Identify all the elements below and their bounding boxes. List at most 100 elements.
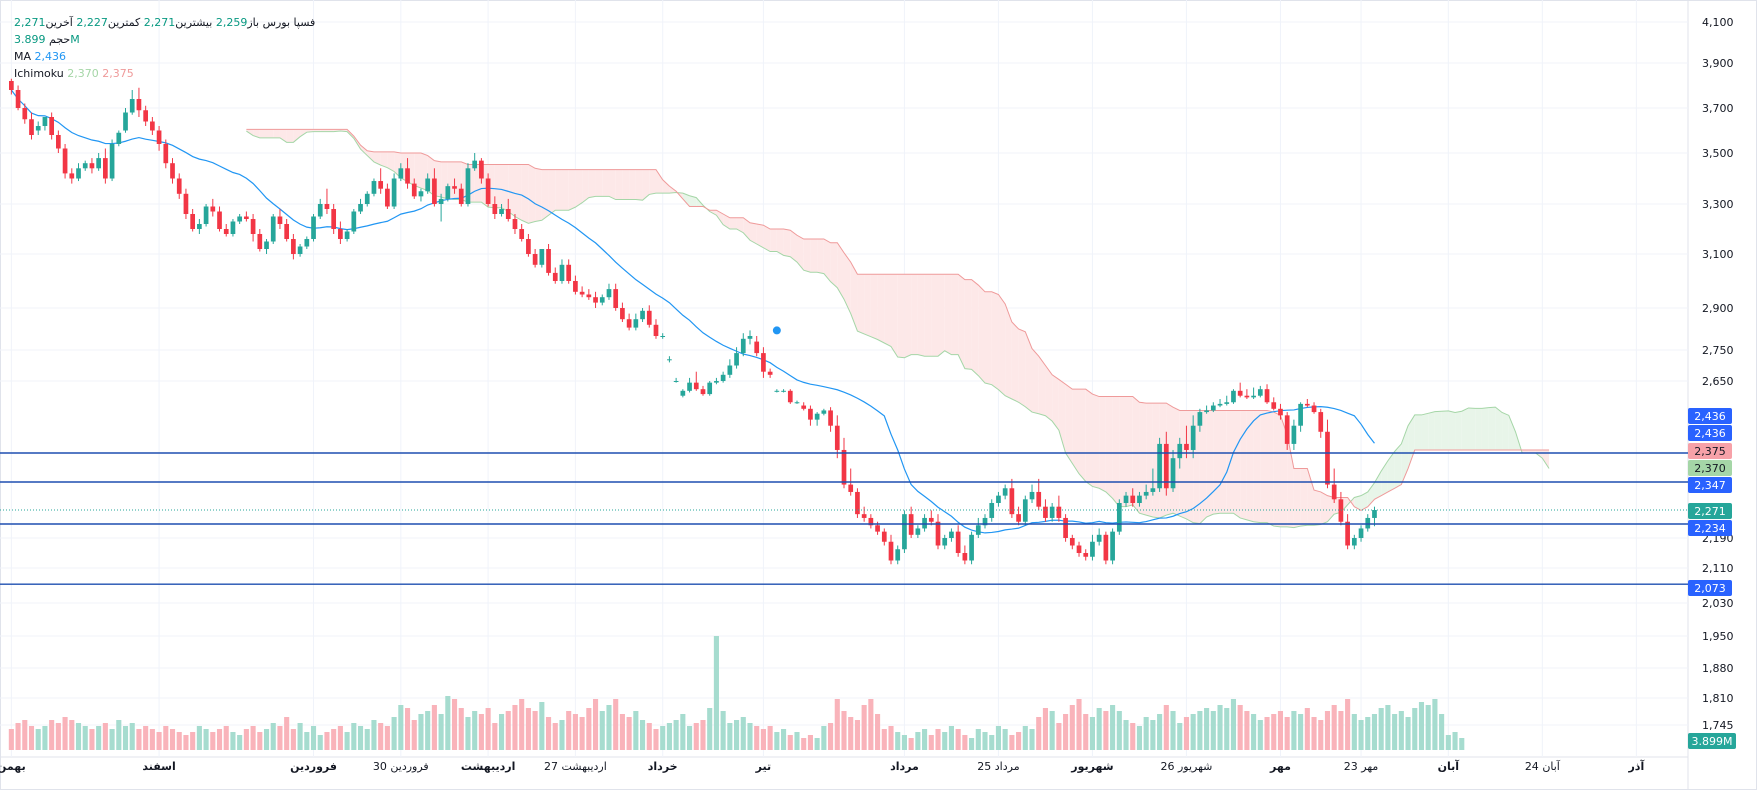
candle-body — [458, 188, 464, 204]
volume-bar — [666, 723, 672, 750]
legend-ohlc-row: فسپا بورس باز2,259 بیشترین2,271 کمترین2,… — [14, 14, 315, 31]
volume-bar — [673, 720, 679, 750]
ichimoku-cloud-segment — [1448, 410, 1456, 450]
ichimoku-cloud-segment — [1092, 394, 1100, 489]
volume-bar — [1338, 711, 1344, 750]
candle-body — [223, 229, 229, 234]
price-tick-label: 1,810 — [1702, 692, 1734, 705]
candle-body — [1049, 506, 1055, 518]
ichimoku-cloud-segment — [1314, 490, 1321, 526]
volume-bar — [928, 735, 934, 750]
candle-body — [9, 81, 14, 90]
legend-ma-value: 2,436 — [34, 50, 67, 63]
candle-body — [660, 336, 666, 337]
price-axis-badge-label: 2,370 — [1694, 462, 1726, 475]
ichimoku-cloud-segment — [796, 235, 804, 271]
candle-body — [875, 525, 880, 532]
candle-body — [1257, 389, 1263, 396]
legend-volume-value: 3.899M — [14, 33, 80, 46]
volume-bar — [297, 723, 303, 750]
candle-body — [1231, 390, 1236, 403]
candle-body — [761, 353, 766, 372]
ichimoku-cloud-segment — [1508, 415, 1516, 450]
candle-body — [1204, 410, 1209, 413]
candle-body — [351, 211, 357, 232]
candle-body — [613, 289, 619, 308]
volume-bar — [344, 732, 350, 750]
ichimoku-cloud-segment — [817, 239, 824, 274]
candle-body — [734, 353, 739, 366]
ichimoku-cloud-segment — [1240, 410, 1247, 520]
time-axis-label: اسفند — [142, 760, 175, 773]
volume-bar — [579, 717, 585, 750]
volume-bar — [989, 735, 995, 750]
volume-bar — [680, 714, 686, 750]
volume-bar — [828, 723, 834, 750]
candle-body — [311, 216, 316, 239]
candle-body — [1096, 534, 1102, 542]
candle-body — [358, 204, 363, 212]
volume-bar — [277, 726, 283, 750]
volume-bar — [653, 729, 659, 750]
candle-body — [69, 173, 75, 179]
volume-bar — [22, 720, 28, 750]
candle-body — [566, 264, 572, 281]
volume-bar — [619, 714, 625, 750]
volume-bar — [1257, 720, 1263, 750]
time-axis-label: 27 اردیبهشت — [544, 760, 607, 773]
candle-body — [176, 178, 182, 194]
ichimoku-cloud-segment — [1233, 410, 1241, 518]
volume-bar — [196, 726, 202, 750]
ichimoku-cloud-segment — [864, 274, 871, 337]
candle-body — [646, 310, 652, 325]
volume-bar — [975, 729, 981, 750]
candle-body — [989, 503, 995, 518]
time-axis-label: مرداد — [890, 760, 919, 773]
volume-bar — [465, 717, 471, 750]
ichimoku-cloud-segment — [1126, 396, 1133, 507]
candle-body — [781, 390, 786, 392]
price-axis-badge — [1688, 520, 1732, 536]
ichimoku-cloud-segment — [830, 242, 838, 288]
candle-body — [1251, 395, 1256, 398]
ichimoku-cloud-segment — [1293, 468, 1301, 528]
ichimoku-cloud-segment — [958, 274, 965, 369]
volume-bar — [552, 723, 558, 750]
ichimoku-cloud-segment — [1045, 365, 1053, 422]
ichimoku-cloud-segment — [414, 153, 421, 189]
candle-body — [1016, 514, 1021, 522]
ichimoku-cloud-segment — [1481, 407, 1489, 450]
volume-bar — [1002, 729, 1008, 750]
candle-body — [640, 310, 645, 320]
candle-body — [1036, 491, 1042, 507]
volume-bar — [210, 732, 216, 750]
volume-bar — [915, 732, 921, 750]
candle-body — [1083, 553, 1089, 557]
candle-body — [1325, 431, 1330, 485]
ichimoku-cloud-segment — [938, 274, 945, 357]
price-axis-badge — [1688, 408, 1732, 424]
volume-bar — [102, 723, 108, 750]
ichimoku-cloud-segment — [1267, 410, 1274, 527]
ichimoku-cloud-segment — [1018, 329, 1026, 407]
ichimoku-cloud-segment — [682, 193, 690, 207]
candle-body — [1123, 495, 1129, 503]
candle-body — [331, 209, 337, 229]
volume-bar — [351, 723, 357, 750]
volume-bar — [720, 711, 726, 750]
candle-body — [1365, 517, 1371, 529]
ichimoku-cloud-segment — [608, 169, 616, 200]
volume-bar — [1197, 711, 1203, 750]
volume-bar — [519, 699, 525, 750]
volume-bar — [1412, 708, 1418, 750]
time-axis-label: 30 فروردین — [373, 760, 429, 773]
candle-body — [814, 413, 820, 420]
volume-bar — [176, 732, 182, 750]
volume-bar — [572, 714, 578, 750]
candle-body — [1110, 531, 1115, 561]
volume-bar — [425, 711, 431, 750]
ichimoku-cloud-segment — [279, 129, 287, 143]
volume-bar — [398, 705, 404, 750]
volume-bar — [357, 726, 364, 750]
